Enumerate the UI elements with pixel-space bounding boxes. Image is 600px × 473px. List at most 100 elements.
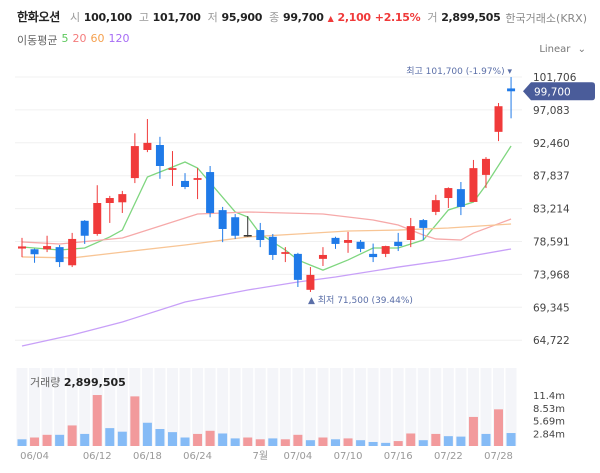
candle-body	[481, 158, 490, 175]
x-tick-label: 07/16	[384, 451, 413, 462]
volume-column-bg	[104, 368, 116, 446]
candle-body	[356, 241, 365, 249]
candle-body	[193, 178, 202, 180]
y-tick-label: 64,722	[533, 335, 570, 347]
x-tick-label: 06/12	[83, 451, 112, 462]
volume-tick-label: 8.53m	[533, 404, 565, 415]
candle-body	[306, 274, 315, 290]
volume-column-bg	[480, 368, 492, 446]
ma-legend-20[interactable]: 20	[72, 32, 87, 45]
volume-bar	[130, 396, 140, 446]
volume-tick-label: 11.4m	[533, 391, 565, 402]
ma-legend-5[interactable]: 5	[61, 32, 69, 45]
candle	[206, 166, 215, 218]
volume-bar	[230, 438, 240, 446]
candle-body	[105, 198, 114, 204]
candle	[419, 219, 428, 241]
volume-bar	[343, 438, 353, 446]
volume-bar	[155, 429, 165, 446]
high-label: 고	[138, 11, 149, 24]
volume-bar	[105, 428, 115, 446]
volume-column-bg	[417, 368, 429, 446]
volume-column-bg	[242, 368, 254, 446]
candle-body	[30, 249, 39, 255]
volume-column-bg	[292, 368, 304, 446]
close-value: 99,700	[282, 11, 324, 24]
candle-body	[18, 246, 26, 249]
candle	[469, 159, 478, 202]
candle	[494, 103, 503, 142]
volume-bar	[80, 433, 90, 446]
volume-column-bg	[505, 368, 517, 446]
volume-bar	[117, 431, 127, 446]
volume-bar	[218, 433, 228, 446]
volume-column-bg	[392, 368, 404, 446]
low-label: 저	[207, 11, 218, 24]
volume-title-label: 거래량	[30, 376, 61, 389]
scale-selector[interactable]: Linear ⌄	[539, 44, 586, 55]
volume-label: 거	[427, 11, 438, 24]
volume-title: 거래량 2,899,505	[30, 374, 126, 390]
ma-line-20	[21, 211, 512, 245]
x-tick-label: 7월	[252, 450, 268, 462]
volume-bar	[356, 440, 366, 446]
volume-bar	[167, 432, 177, 446]
volume-column-bg	[330, 368, 341, 446]
candle-body	[155, 145, 164, 167]
change-percent: +2.15%	[374, 11, 421, 24]
candle	[130, 133, 139, 184]
y-tick-label: 78,591	[533, 237, 570, 249]
candle	[18, 237, 26, 258]
candle	[218, 206, 227, 243]
volume-column-bg	[467, 368, 479, 446]
volume-bar	[67, 425, 77, 446]
volume-bar	[331, 439, 340, 446]
candle	[30, 248, 39, 263]
ma-legend-60[interactable]: 60	[90, 32, 105, 45]
low-value: 95,900	[221, 11, 263, 24]
ma-legend-120[interactable]: 120	[108, 32, 130, 45]
chevron-down-icon: ⌄	[577, 44, 586, 55]
y-tick-label: 101,706	[533, 72, 577, 84]
volume-column-bg	[79, 368, 91, 446]
candle-body	[243, 235, 252, 237]
candle-body	[231, 217, 240, 236]
candle	[406, 217, 415, 248]
open-label: 시	[69, 11, 80, 24]
volume-bar	[381, 442, 391, 446]
x-tick-label: 06/18	[133, 451, 162, 462]
candle-body	[68, 238, 77, 266]
candle	[143, 119, 152, 153]
candle	[394, 232, 403, 252]
open-value: 100,100	[83, 11, 132, 24]
candle	[456, 182, 465, 216]
volume-bar	[92, 395, 102, 446]
candle	[344, 231, 353, 253]
candle-body	[507, 88, 516, 92]
volume-column-bg	[380, 368, 392, 446]
volume-bar	[318, 437, 328, 446]
candle	[507, 77, 516, 119]
low-annotation: ▲ 최저 71,500 (39.44%)	[308, 295, 413, 306]
volume-value: 2,899,505	[441, 11, 501, 24]
stock-name: 한화오션	[17, 10, 60, 24]
volume-bar	[142, 422, 152, 446]
volume-bar	[468, 416, 478, 446]
candle	[381, 245, 390, 258]
candle-body	[206, 172, 215, 213]
volume-bar	[205, 430, 215, 446]
volume-column-bg	[405, 368, 417, 446]
volume-bar	[55, 434, 65, 446]
volume-column-bg	[166, 368, 178, 446]
candle-body	[181, 180, 190, 187]
candle	[93, 185, 102, 236]
volume-bar	[406, 433, 416, 446]
candle-body	[281, 252, 290, 254]
candle	[293, 252, 302, 287]
volume-column-bg	[179, 368, 191, 446]
candle	[369, 243, 378, 263]
candle	[306, 267, 315, 292]
candle	[431, 194, 440, 216]
volume-column-bg	[16, 368, 28, 446]
